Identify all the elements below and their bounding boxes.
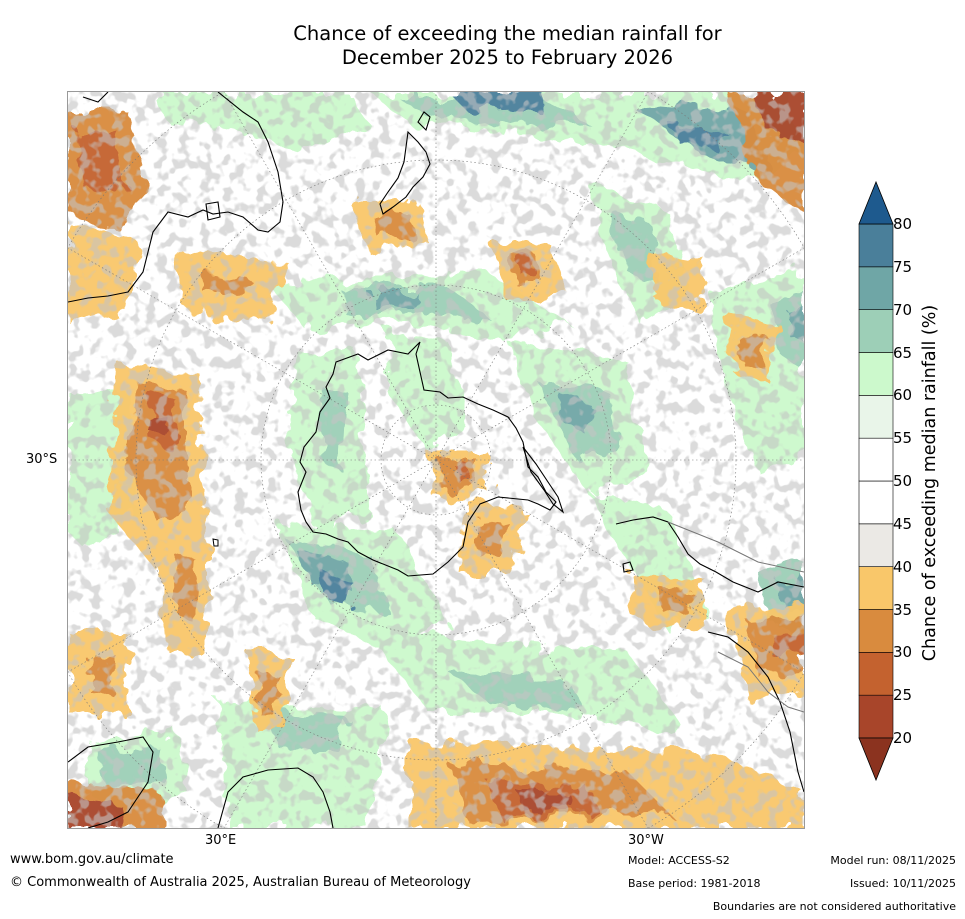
colorbar-band — [858, 395, 894, 439]
colorbar-tick-label: 55 — [893, 429, 913, 448]
latitude-label-30s: 30°S — [26, 452, 58, 467]
website-url[interactable]: www.bom.gov.au/climate — [10, 852, 174, 867]
colorbar-tick-label: 80 — [893, 215, 913, 233]
colorbar-band — [858, 609, 894, 653]
colorbar-band — [858, 437, 894, 482]
colorbar-tick-label: 25 — [893, 686, 913, 705]
new-zealand-coastline — [379, 111, 431, 215]
colorbar-band — [858, 223, 894, 268]
colorbar-high-extend — [858, 180, 894, 225]
graticule — [68, 92, 804, 828]
south-america-coastline — [615, 516, 804, 793]
colorbar-tick-label: 40 — [893, 557, 913, 576]
title-line-1: Chance of exceeding the median rainfall … — [293, 22, 722, 45]
colorbar-band — [858, 266, 894, 310]
colorbar-tick-label: 20 — [893, 729, 913, 747]
colorbar-band — [858, 523, 894, 567]
map-title: Chance of exceeding the median rainfall … — [0, 22, 965, 70]
polar-rainfall-map — [68, 92, 804, 828]
island-coastline — [212, 538, 219, 547]
copyright-text: © Commonwealth of Australia 2025, Austra… — [10, 875, 471, 890]
issued-date: Issued: 10/11/2025 — [849, 877, 956, 890]
title-line-2: December 2025 to February 2026 — [341, 46, 674, 69]
colorbar-band — [858, 480, 894, 525]
colorbar-tick-label: 35 — [893, 600, 913, 619]
model-name: Model: ACCESS-S2 — [628, 854, 730, 867]
country-boundaries — [667, 521, 804, 713]
colorbar-bands — [858, 223, 894, 739]
falkland-islands — [622, 561, 634, 573]
colorbar-tick-label: 50 — [893, 472, 913, 490]
colorbar-title: Chance of exceeding median rainfall (%) — [920, 304, 940, 662]
colorbar-tick-label: 45 — [893, 514, 913, 533]
colorbar-tick-label: 75 — [893, 257, 913, 276]
colorbar-tick-label: 60 — [893, 386, 913, 405]
colorbar-tick-label: 65 — [893, 343, 913, 362]
longitude-label-30w: 30°W — [628, 833, 664, 848]
colorbar-band — [858, 309, 894, 353]
colorbar-band — [858, 694, 894, 739]
model-run-date: Model run: 08/11/2025 — [830, 854, 956, 867]
southern-africa-coastline — [68, 736, 334, 828]
colorbar-band — [858, 652, 894, 696]
antarctica-coastline — [297, 341, 557, 577]
colorbar — [858, 180, 894, 782]
longitude-label-30e: 30°E — [205, 833, 237, 848]
antarctic-peninsula — [522, 446, 565, 514]
colorbar-band — [858, 566, 894, 610]
colorbar-tick-label: 70 — [893, 300, 913, 319]
map-panel — [67, 91, 805, 829]
australia-coastline — [68, 92, 284, 303]
colorbar-low-extend — [858, 737, 894, 782]
colorbar-band — [858, 352, 894, 396]
boundaries-disclaimer: Boundaries are not considered authoritat… — [712, 900, 956, 913]
base-period: Base period: 1981-2018 — [628, 877, 761, 890]
colorbar-tick-label: 30 — [893, 643, 913, 662]
tasmania-coastline — [205, 201, 221, 221]
